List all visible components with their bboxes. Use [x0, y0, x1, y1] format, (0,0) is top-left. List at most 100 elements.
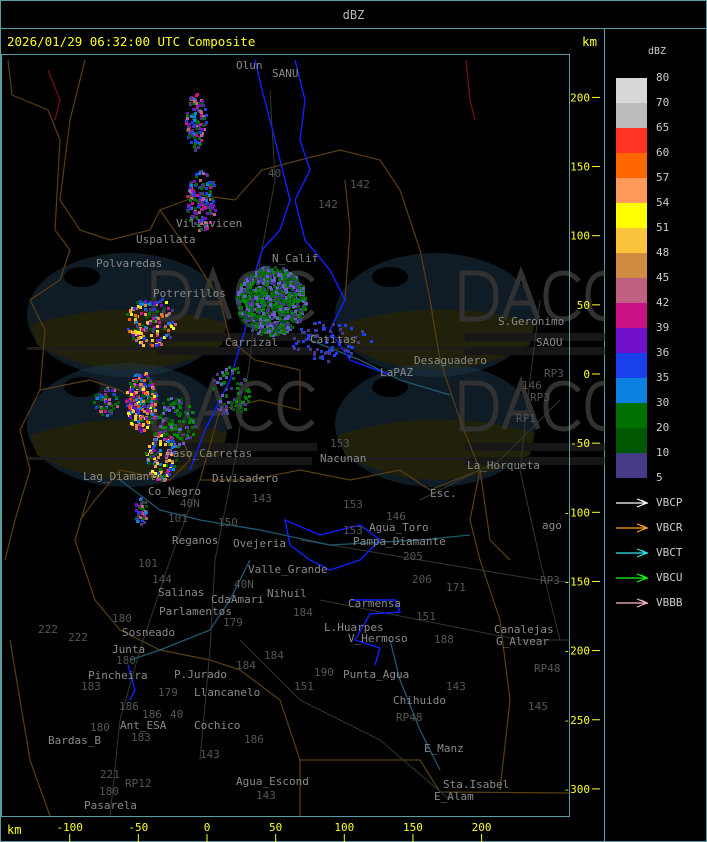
radar-echo-pixel	[266, 316, 269, 319]
radar-echo-pixel	[143, 417, 146, 420]
watermark-logo-letter	[585, 380, 605, 432]
radar-echo-pixel	[155, 417, 158, 420]
radar-echo-pixel	[287, 315, 290, 318]
place-label: Carmensa	[348, 597, 401, 610]
radar-echo-pixel	[214, 209, 217, 212]
radar-echo-pixel	[155, 303, 158, 306]
radar-echo-pixel	[296, 285, 299, 288]
radar-echo-pixel	[237, 294, 240, 297]
radar-echo-pixel	[132, 337, 135, 340]
radar-echo-pixel	[292, 345, 295, 348]
radar-echo-pixel	[237, 392, 240, 395]
radar-echo-pixel	[262, 274, 265, 277]
radar-echo-pixel	[216, 381, 219, 384]
radar-echo-pixel	[131, 307, 134, 310]
radar-echo-pixel	[134, 418, 137, 421]
radar-echo-pixel	[252, 309, 255, 312]
radar-echo-pixel	[267, 330, 270, 333]
radar-echo-pixel	[196, 141, 199, 144]
radar-echo-pixel	[347, 350, 350, 353]
radar-echo-pixel	[170, 464, 173, 467]
radar-echo-pixel	[276, 274, 279, 277]
place-label: 145	[528, 700, 548, 713]
radar-echo-pixel	[199, 196, 202, 199]
radar-echo-pixel	[149, 320, 152, 323]
radar-echo-pixel	[260, 315, 263, 318]
radar-echo-pixel	[286, 283, 289, 286]
radar-echo-pixel	[93, 401, 96, 404]
radar-echo-pixel	[222, 382, 225, 385]
province-border	[4, 59, 71, 561]
radar-echo-pixel	[281, 273, 284, 276]
radar-echo-pixel	[205, 187, 208, 190]
radar-echo-pixel	[246, 307, 249, 310]
radar-echo-pixel	[172, 327, 175, 330]
watermark-url-shape	[335, 347, 470, 350]
radar-echo-pixel	[139, 327, 142, 330]
radar-echo-pixel	[197, 224, 200, 227]
radar-echo-pixel	[264, 274, 267, 277]
radar-echo-pixel	[155, 432, 158, 435]
radar-map[interactable]: 200 150 100 50 0 -50 -100 -150 -200 -250 -300 -100 -…	[0, 0, 605, 842]
radar-echo-pixel	[257, 282, 260, 285]
radar-echo-pixel	[268, 278, 271, 281]
radar-echo-pixel	[161, 476, 164, 479]
radar-echo-pixel	[289, 272, 292, 275]
radar-echo-pixel	[195, 124, 198, 127]
radar-echo-pixel	[245, 311, 248, 314]
radar-echo-pixel	[161, 431, 164, 434]
radar-echo-pixel	[160, 304, 163, 307]
watermark-tagline-shape	[157, 347, 312, 355]
radar-echo-pixel	[281, 269, 284, 272]
radar-echo-pixel	[108, 410, 111, 413]
radar-echo-pixel	[188, 206, 191, 209]
radar-echo-pixel	[139, 407, 142, 410]
radar-echo-pixel	[165, 432, 168, 435]
radar-echo-pixel	[194, 147, 197, 150]
radar-echo-pixel	[262, 322, 265, 325]
radar-echo-pixel	[258, 289, 261, 292]
radar-echo-pixel	[178, 399, 181, 402]
radar-echo-pixel	[250, 323, 253, 326]
radar-echo-pixel	[246, 285, 249, 288]
radar-echo-pixel	[219, 408, 222, 411]
radar-echo-pixel	[94, 394, 97, 397]
radar-echo-pixel	[213, 184, 216, 187]
radar-echo-pixel	[136, 301, 139, 304]
radar-echo-pixel	[135, 391, 138, 394]
radar-echo-pixel	[159, 475, 162, 478]
radar-echo-pixel	[209, 192, 212, 195]
radar-echo-pixel	[325, 351, 328, 354]
radar-echo-pixel	[290, 318, 293, 321]
radar-echo-pixel	[272, 308, 275, 311]
radar-echo-pixel	[251, 304, 254, 307]
radar-echo-pixel	[273, 279, 276, 282]
radar-echo-pixel	[231, 372, 234, 375]
legend-value-label: 10	[656, 446, 670, 459]
radar-echo-pixel	[170, 443, 173, 446]
radar-echo-pixel	[316, 348, 319, 351]
radar-echo-pixel	[248, 306, 251, 309]
radar-echo-pixel	[247, 274, 250, 277]
place-label: Chihuido	[393, 694, 446, 707]
radar-echo-pixel	[152, 446, 155, 449]
radar-echo-pixel	[274, 297, 277, 300]
radar-echo-pixel	[149, 456, 152, 459]
legend-color-swatch	[616, 328, 647, 353]
radar-echo-pixel	[187, 128, 190, 131]
radar-echo-pixel	[153, 444, 156, 447]
radar-echo-pixel	[239, 391, 242, 394]
radar-echo-pixel	[251, 317, 254, 320]
radar-echo-pixel	[169, 323, 172, 326]
radar-echo-pixel	[211, 198, 214, 201]
place-label: Nacunan	[320, 452, 366, 465]
radar-echo-pixel	[239, 400, 242, 403]
watermark-tagline-shape	[157, 333, 317, 341]
radar-echo-pixel	[147, 377, 150, 380]
legend-color-swatch	[616, 278, 647, 303]
radar-echo-pixel	[259, 330, 262, 333]
radar-echo-pixel	[258, 308, 261, 311]
radar-echo-pixel	[262, 294, 265, 297]
radar-echo-pixel	[151, 402, 154, 405]
radar-echo-pixel	[141, 415, 144, 418]
